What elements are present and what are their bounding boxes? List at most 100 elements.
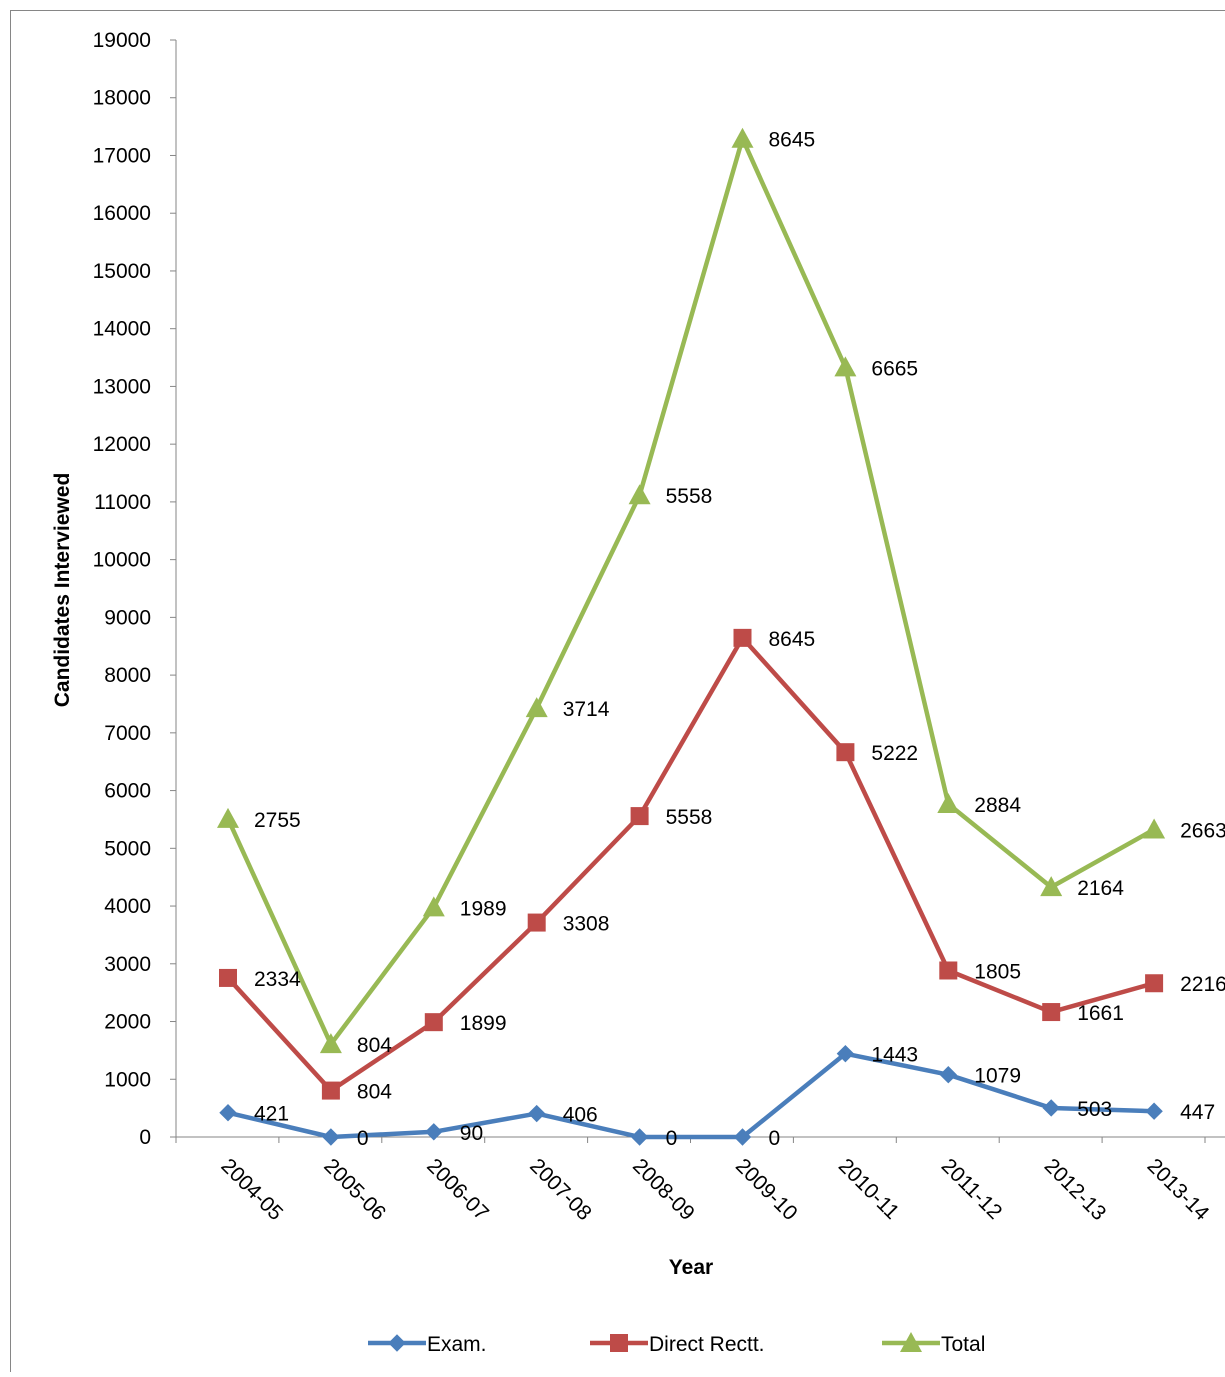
y-tick-label: 13000	[93, 375, 151, 398]
data-label: 2884	[974, 794, 1021, 817]
y-tick-label: 5000	[104, 837, 151, 860]
legend-label: Direct Rectt.	[649, 1333, 765, 1356]
data-point-diamond	[1043, 1100, 1059, 1116]
data-point-triangle	[937, 793, 959, 813]
data-point-triangle	[629, 484, 651, 504]
data-point-square	[631, 807, 649, 825]
data-point-diamond	[1146, 1103, 1162, 1119]
data-point-square	[734, 629, 752, 647]
data-label: 8645	[769, 628, 816, 651]
data-label: 3714	[563, 698, 610, 721]
y-tick-label: 12000	[93, 433, 151, 456]
data-label: 421	[254, 1103, 289, 1126]
data-label: 1899	[460, 1012, 507, 1035]
y-tick-label: 1000	[104, 1068, 151, 1091]
legend-item: Total	[882, 1332, 985, 1356]
series-line	[228, 638, 1154, 1091]
data-label: 90	[460, 1122, 483, 1145]
data-label: 0	[666, 1127, 678, 1150]
x-tick-label: 2010-11	[834, 1154, 904, 1224]
data-point-triangle	[1143, 818, 1165, 838]
y-tick-label: 2000	[104, 1011, 151, 1034]
y-tick-label: 6000	[104, 780, 151, 803]
data-label: 5558	[666, 485, 713, 508]
data-point-triangle	[732, 128, 754, 148]
data-point-square	[425, 1013, 443, 1031]
data-point-diamond	[323, 1129, 339, 1145]
data-label: 2663	[1180, 819, 1225, 842]
data-label: 2164	[1077, 877, 1124, 900]
data-point-square	[1042, 1003, 1060, 1021]
data-point-diamond	[940, 1067, 956, 1083]
y-tick-label: 19000	[93, 29, 151, 52]
data-label: 2216	[1180, 973, 1225, 996]
y-tick-label: 9000	[104, 606, 151, 629]
data-label: 0	[357, 1127, 369, 1150]
x-tick-label: 2012-13	[1040, 1154, 1111, 1225]
legend-label: Exam.	[427, 1333, 487, 1356]
data-label: 2334	[254, 968, 301, 991]
series-line	[228, 139, 1154, 1044]
data-label: 5222	[871, 742, 918, 765]
data-point-square	[219, 969, 237, 987]
data-label: 5558	[666, 806, 713, 829]
y-tick-label: 11000	[94, 491, 151, 514]
data-point-diamond	[529, 1106, 545, 1122]
data-label: 1443	[871, 1044, 918, 1067]
data-point-square	[1145, 974, 1163, 992]
y-tick-label: 15000	[93, 260, 151, 283]
data-label: 8645	[769, 129, 816, 152]
y-tick-label: 7000	[104, 722, 151, 745]
y-tick-label: 0	[139, 1126, 151, 1149]
data-point-triangle	[423, 896, 445, 916]
y-tick-label: 16000	[93, 202, 151, 225]
x-tick-label: 2008-09	[628, 1154, 699, 1225]
x-tick-label: 2011-12	[937, 1154, 1007, 1224]
data-label: 1661	[1077, 1002, 1124, 1025]
data-point-diamond	[632, 1129, 648, 1145]
data-point-square	[939, 961, 957, 979]
y-axis-ticks: 0 1000 2000 3000 4000 5000 6000 7000 8000 9000 100…	[93, 29, 176, 1149]
x-tick-label: 2007-08	[525, 1154, 596, 1225]
y-axis-title: Candidates Interviewed	[51, 473, 74, 708]
data-point-triangle	[217, 808, 239, 828]
data-point-square	[528, 914, 546, 932]
data-label: 804	[357, 1034, 392, 1057]
y-tick-label: 8000	[104, 664, 151, 687]
series-layer	[217, 128, 1165, 1145]
data-label: 503	[1077, 1098, 1112, 1121]
x-tick-label: 2009-10	[731, 1154, 802, 1225]
data-point-diamond	[389, 1335, 405, 1351]
legend-label: Total	[941, 1333, 985, 1356]
y-tick-label: 3000	[104, 953, 151, 976]
data-point-triangle	[526, 697, 548, 717]
legend-item: Exam.	[368, 1333, 487, 1356]
data-label: 447	[1180, 1101, 1215, 1124]
x-axis-title: Year	[669, 1256, 713, 1279]
data-label: 406	[563, 1104, 598, 1127]
x-tick-label: 2013-14	[1143, 1154, 1214, 1225]
y-tick-label: 14000	[93, 318, 151, 341]
data-point-diamond	[220, 1105, 236, 1121]
legend-item: Direct Rectt.	[590, 1333, 765, 1356]
data-point-square	[836, 743, 854, 761]
series-total	[217, 128, 1165, 1053]
data-point-square	[322, 1082, 340, 1100]
data-point-square	[610, 1334, 628, 1352]
data-label: 804	[357, 1081, 392, 1104]
data-label: 0	[769, 1127, 781, 1150]
data-label: 2755	[254, 809, 301, 832]
y-tick-label: 4000	[104, 895, 151, 918]
data-label: 1989	[460, 897, 507, 920]
data-label: 3308	[563, 913, 610, 936]
x-tick-label: 2005-06	[319, 1154, 390, 1225]
y-tick-label: 10000	[93, 549, 151, 572]
legend: Exam. Direct Rectt. Total	[368, 1332, 985, 1356]
x-tick-label: 2006-07	[422, 1154, 493, 1225]
data-point-triangle	[834, 356, 856, 376]
y-tick-label: 18000	[93, 87, 151, 110]
y-tick-label: 17000	[93, 144, 151, 167]
